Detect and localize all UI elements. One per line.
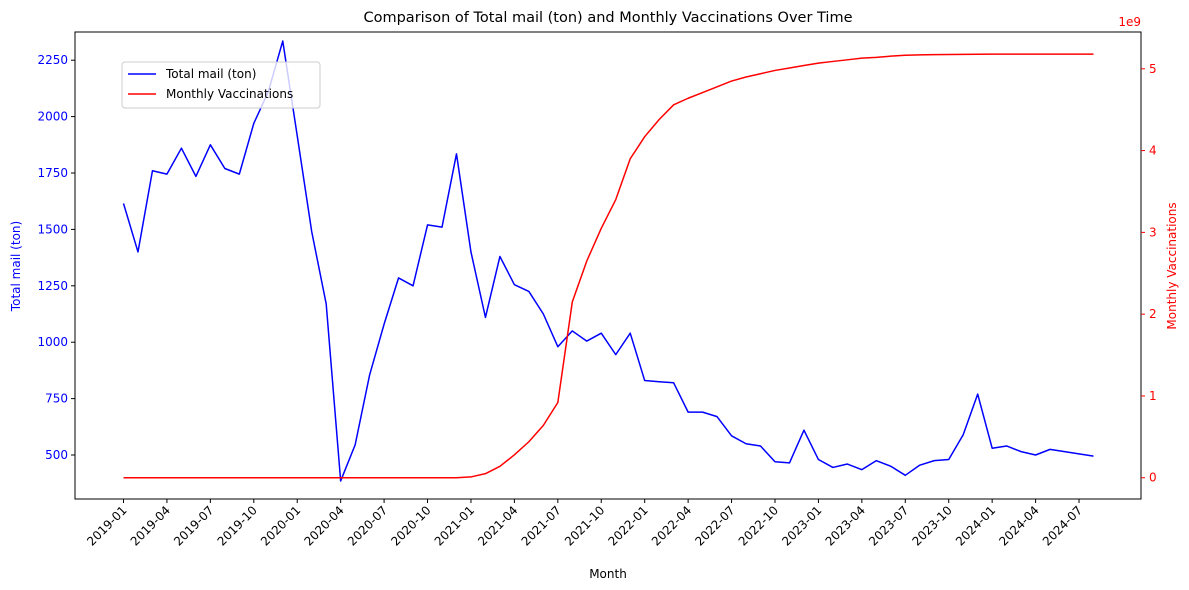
x-tick-label: 2019-07 [171,503,216,548]
x-tick-label: 2020-10 [388,503,433,548]
y-right-tick-label: 0 [1149,471,1157,485]
legend: Total mail (ton) Monthly Vaccinations [121,61,321,109]
plot-frame [74,31,1142,500]
x-tick-label: 2021-04 [475,503,520,548]
x-tick-label: 2019-10 [215,503,260,548]
y-right-tick-label: 5 [1149,62,1157,76]
y-axis-right-multiplier: 1e9 [1118,15,1141,29]
y-axis-right-title: Monthly Vaccinations [1165,202,1179,329]
x-tick-label: 2023-07 [866,503,911,548]
series-line-total-mail-ton [122,40,1094,482]
series-line-monthly-vaccinations [123,53,1094,479]
y-axis-right: 0 1 2 3 4 5 [1141,62,1157,485]
y-right-tick-label: 2 [1149,307,1157,321]
x-tick-label: 2019-01 [84,503,129,548]
y-left-tick-label: 750 [45,392,68,406]
x-tick-label: 2022-10 [736,503,781,548]
x-tick-label: 2022-04 [649,503,694,548]
x-tick-label: 2021-01 [432,503,477,548]
x-tick-label: 2021-10 [562,503,607,548]
x-tick-label: 2022-07 [692,503,737,548]
y-left-tick-label: 1250 [37,279,68,293]
x-tick-label: 2023-04 [823,503,868,548]
legend-box [121,61,321,109]
x-tick-label: 2024-04 [996,503,1041,548]
x-tick-label: 2020-04 [301,503,346,548]
plot-area [122,40,1094,482]
y-right-tick-label: 3 [1149,225,1157,239]
chart-title: Comparison of Total mail (ton) and Month… [363,10,852,26]
x-tick-label: 2020-07 [345,503,390,548]
y-right-tick-label: 4 [1149,144,1157,158]
x-tick-label: 2022-01 [605,503,650,548]
y-left-tick-label: 1500 [37,222,68,236]
y-left-tick-label: 1750 [37,166,68,180]
x-tick-label: 2020-01 [258,503,303,548]
legend-label-monthly-vaccinations: Monthly Vaccinations [166,87,293,101]
y-axis-left-title: Total mail (ton) [9,221,23,312]
x-tick-label: 2021-07 [519,503,564,548]
y-left-tick-label: 500 [45,448,68,462]
x-tick-label: 2024-01 [953,503,998,548]
y-axis-left: 500 750 1000 1250 1500 1750 2000 2250 [37,53,75,462]
x-tick-label: 2023-01 [779,503,824,548]
x-axis-title: Month [589,567,627,581]
y-left-tick-label: 2250 [37,53,68,67]
y-left-tick-label: 1000 [37,335,68,349]
x-axis: 2019-012019-042019-072019-102020-012020-… [84,499,1085,549]
x-tick-label: 2023-10 [909,503,954,548]
legend-label-total-mail: Total mail (ton) [165,67,256,81]
y-left-tick-label: 2000 [37,110,68,124]
y-right-tick-label: 1 [1149,389,1157,403]
x-tick-label: 2024-07 [1040,503,1085,548]
x-tick-label: 2019-04 [128,503,173,548]
